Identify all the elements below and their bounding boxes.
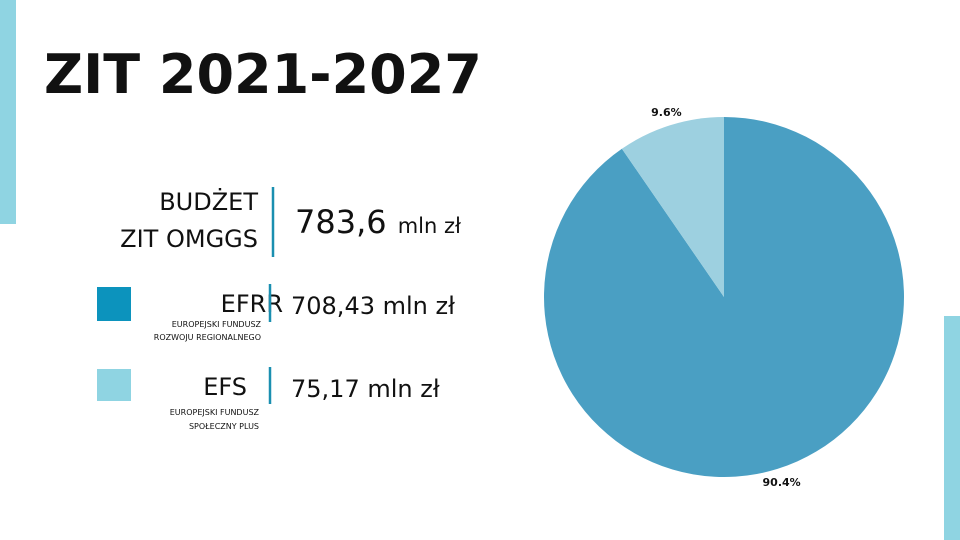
- title: ZIT 2021-2027: [44, 43, 482, 106]
- slice-label: 90.4%: [763, 476, 801, 489]
- pie-slice: [621, 117, 724, 297]
- budget-unit: mln zł: [398, 214, 461, 238]
- pie-slice: [543, 117, 904, 478]
- budget-label: BUDŻET: [159, 187, 258, 216]
- legend-description: SPOŁECZNY PLUS: [189, 422, 259, 431]
- legend-swatch: [97, 287, 131, 321]
- pie-chart: 90.4% 9.6%: [543, 106, 904, 489]
- budget-amount: 783,6: [295, 203, 387, 241]
- legend-description: EUROPEJSKI FUNDUSZ: [170, 408, 260, 417]
- slice-label: 9.6%: [651, 106, 682, 119]
- budget-label: ZIT OMGGS: [120, 225, 258, 253]
- budget-value: 783,6 mln zł: [295, 203, 461, 241]
- legend-description: ROZWOJU REGIONALNEGO: [154, 333, 261, 342]
- accent-bar: [0, 0, 16, 224]
- legend-swatch: [97, 369, 131, 401]
- legend-amount: 708,43 mln zł: [291, 292, 455, 320]
- legend-label: EFS: [203, 373, 247, 401]
- accent-bar: [944, 316, 960, 540]
- legend-label: EFRR: [221, 290, 283, 318]
- legend-amount: 75,17 mln zł: [291, 375, 440, 403]
- legend-description: EUROPEJSKI FUNDUSZ: [172, 320, 262, 329]
